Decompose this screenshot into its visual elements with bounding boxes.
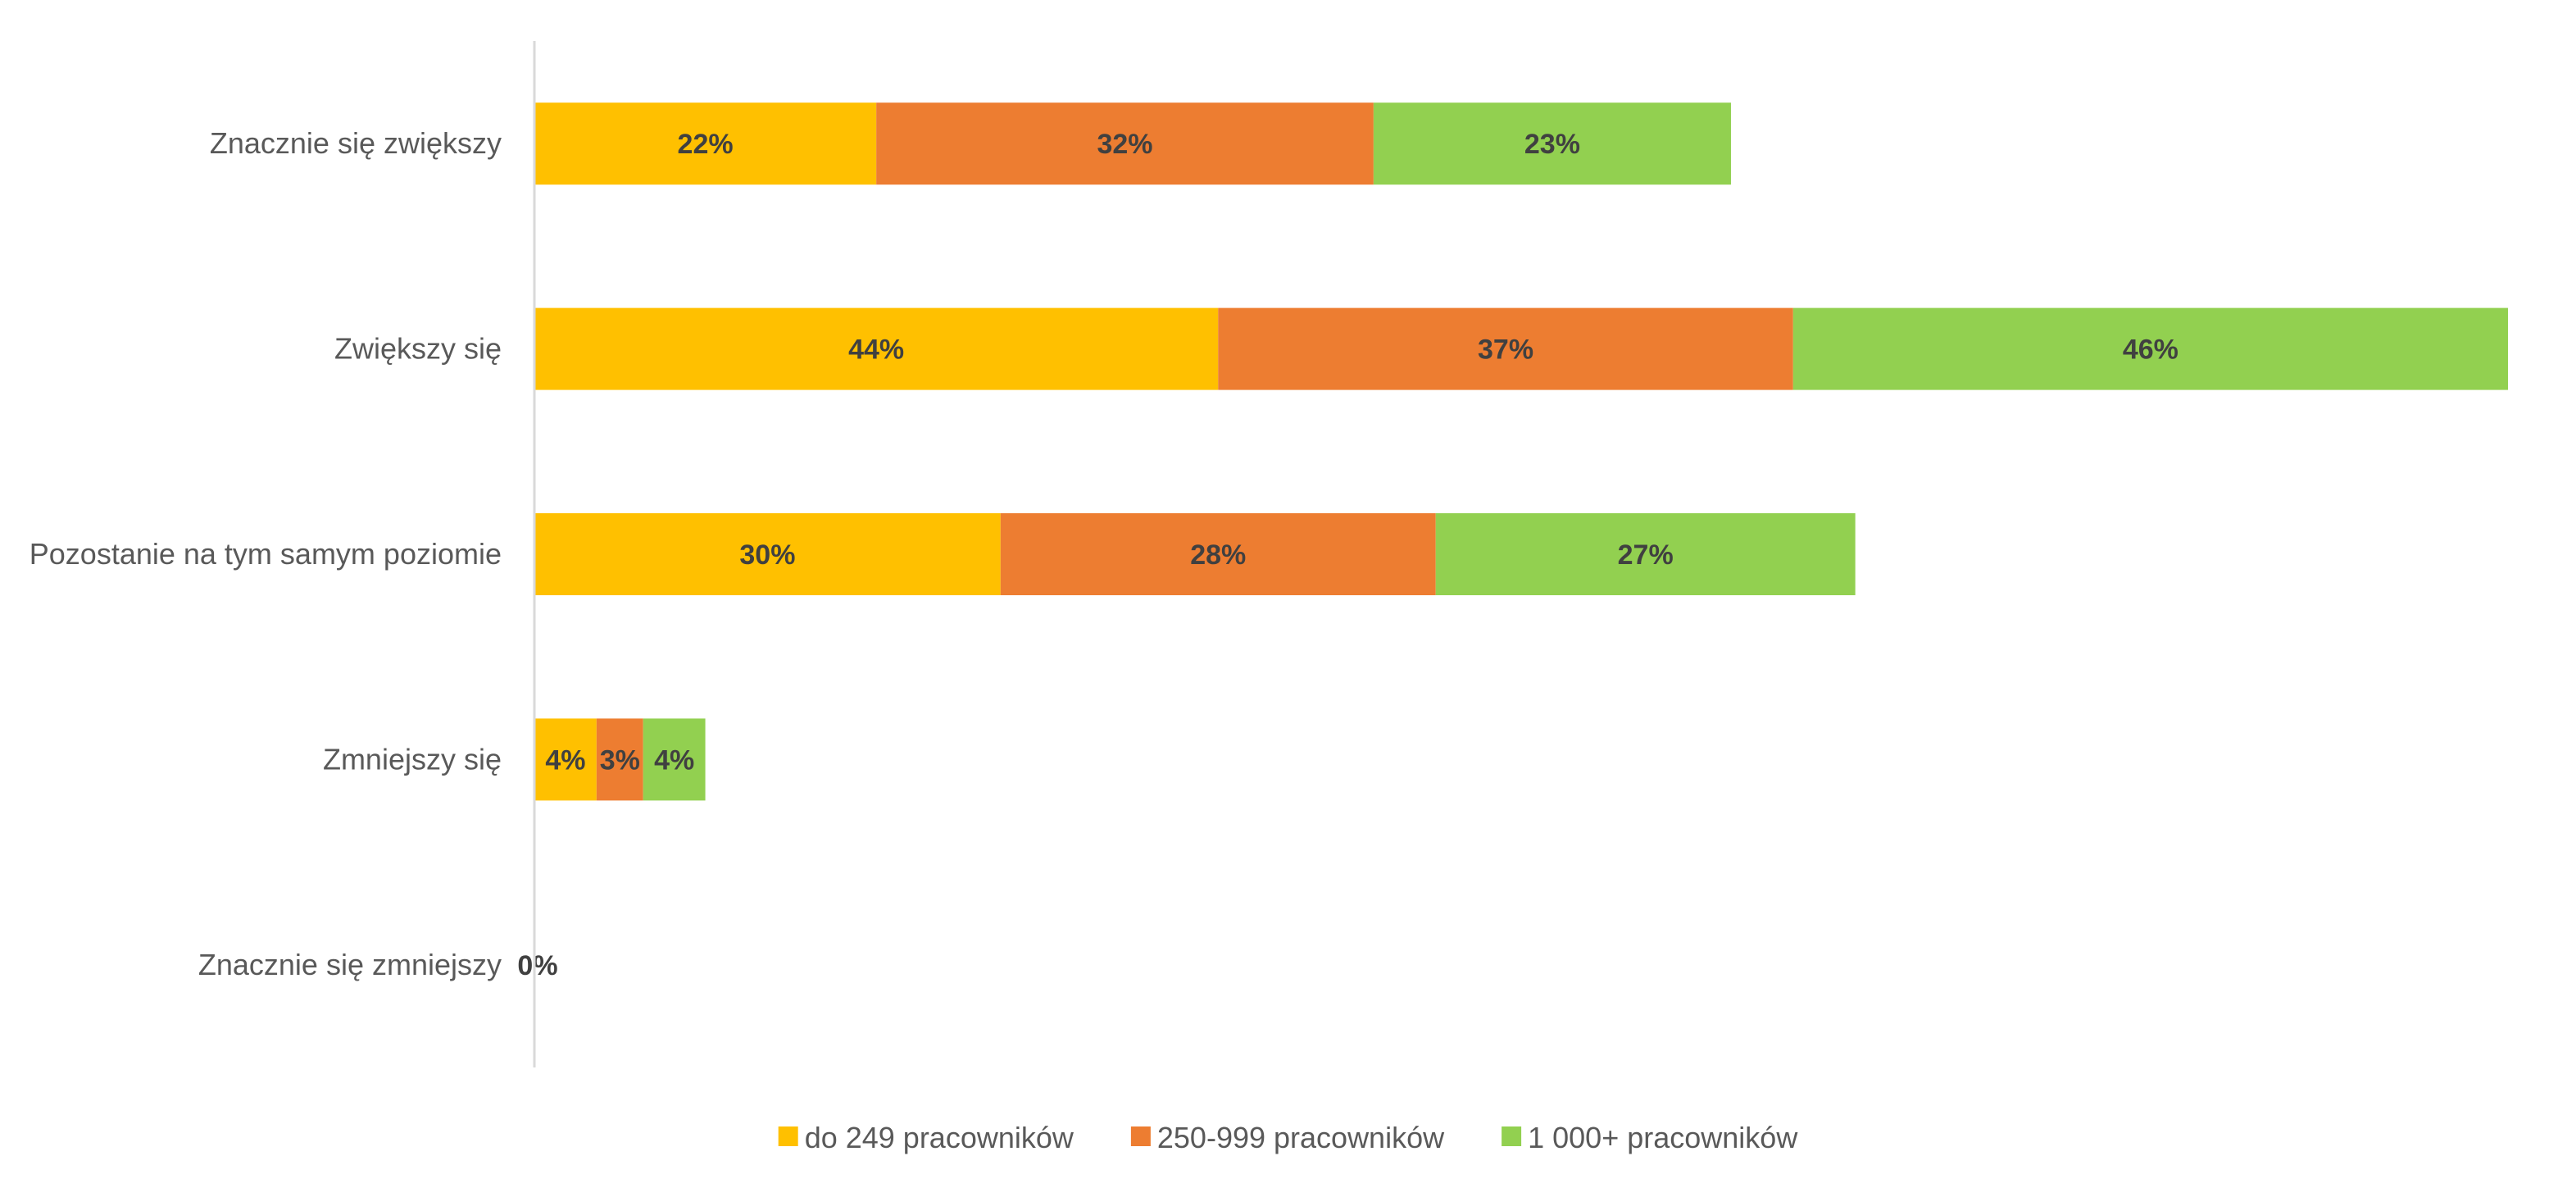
bar-1-000-pracownikow-zwiekszy-sie bbox=[1792, 307, 2508, 390]
data-label-do-249-pracownikow-zwiekszy-sie: 44% bbox=[848, 335, 904, 366]
category-axis-labels: Znacznie się zwiększy Zwiększy się Pozosta… bbox=[30, 126, 502, 981]
category-label-znacznie-sie-zmniejszy: Znacznie się zmniejszy bbox=[198, 948, 502, 981]
bar-1-000-pracownikow-pozostanie-na-tym-samym-poziomie bbox=[1435, 513, 1856, 595]
bar-1-000-pracownikow-znacznie-sie-zwiekszy bbox=[1373, 102, 1731, 185]
bars-layer bbox=[534, 102, 2508, 801]
bar-250-999-pracownikow-zmniejszy-sie bbox=[596, 718, 643, 801]
legend-swatch-do-249-pracownikow bbox=[778, 1126, 798, 1146]
data-label-1-000-pracownikow-zmniejszy-sie: 4% bbox=[654, 744, 694, 776]
data-label-do-249-pracownikow-znacznie-sie-zmniejszy: 0% bbox=[517, 950, 557, 981]
legend-item-do-249-pracownikow: do 249 pracowników bbox=[778, 1121, 1074, 1154]
data-labels-layer: 22% 32% 23% 44% 37% 46% 30% 28% 27% 4% 3% 4% 0% bbox=[517, 129, 2178, 981]
legend-label-1-000-pracownikow: 1 000+ pracowników bbox=[1528, 1121, 1798, 1154]
data-label-250-999-pracownikow-zmniejszy-sie: 3% bbox=[600, 744, 640, 776]
bar-do-249-pracownikow-pozostanie-na-tym-samym-poziomie bbox=[534, 513, 1001, 595]
data-label-250-999-pracownikow-znacznie-sie-zwiekszy: 32% bbox=[1097, 129, 1152, 160]
bar-250-999-pracownikow-zwiekszy-sie bbox=[1218, 307, 1793, 390]
legend-swatch-1-000-pracownikow bbox=[1502, 1126, 1522, 1146]
bar-250-999-pracownikow-znacznie-sie-zwiekszy bbox=[876, 102, 1374, 185]
legend-label-do-249-pracownikow: do 249 pracowników bbox=[805, 1121, 1074, 1154]
category-label-znacznie-sie-zwiekszy: Znacznie się zwiększy bbox=[210, 126, 502, 160]
data-label-do-249-pracownikow-pozostanie-na-tym-samym-poziomie: 30% bbox=[739, 539, 795, 571]
legend-label-250-999-pracownikow: 250-999 pracowników bbox=[1157, 1121, 1445, 1154]
category-label-zmniejszy-sie: Zmniejszy się bbox=[323, 742, 502, 776]
bar-1-000-pracownikow-zmniejszy-sie bbox=[643, 718, 706, 801]
bar-do-249-pracownikow-zmniejszy-sie bbox=[534, 718, 597, 801]
bar-do-249-pracownikow-zwiekszy-sie bbox=[534, 307, 1219, 390]
data-label-do-249-pracownikow-znacznie-sie-zwiekszy: 22% bbox=[678, 129, 734, 160]
legend: do 249 pracowników 250-999 pracowników 1 0… bbox=[778, 1121, 1798, 1154]
data-label-1-000-pracownikow-pozostanie-na-tym-samym-poziomie: 27% bbox=[1618, 539, 1674, 571]
bar-do-249-pracownikow-znacznie-sie-zwiekszy bbox=[534, 102, 877, 185]
data-label-250-999-pracownikow-zwiekszy-sie: 37% bbox=[1478, 335, 1533, 366]
data-label-250-999-pracownikow-pozostanie-na-tym-samym-poziomie: 28% bbox=[1190, 539, 1246, 571]
data-label-do-249-pracownikow-zmniejszy-sie: 4% bbox=[545, 744, 585, 776]
legend-item-1-000-pracownikow: 1 000+ pracowników bbox=[1502, 1121, 1798, 1154]
data-label-1-000-pracownikow-znacznie-sie-zwiekszy: 23% bbox=[1524, 129, 1580, 160]
legend-swatch-250-999-pracownikow bbox=[1130, 1126, 1151, 1146]
category-label-pozostanie-na-tym-samym-poziomie: Pozostanie na tym samym poziomie bbox=[30, 537, 502, 571]
legend-item-250-999-pracownikow: 250-999 pracowników bbox=[1130, 1121, 1445, 1154]
bar-250-999-pracownikow-pozostanie-na-tym-samym-poziomie bbox=[1000, 513, 1436, 595]
data-label-1-000-pracownikow-zwiekszy-sie: 46% bbox=[2123, 335, 2178, 366]
category-label-zwiekszy-sie: Zwiększy się bbox=[334, 332, 502, 366]
